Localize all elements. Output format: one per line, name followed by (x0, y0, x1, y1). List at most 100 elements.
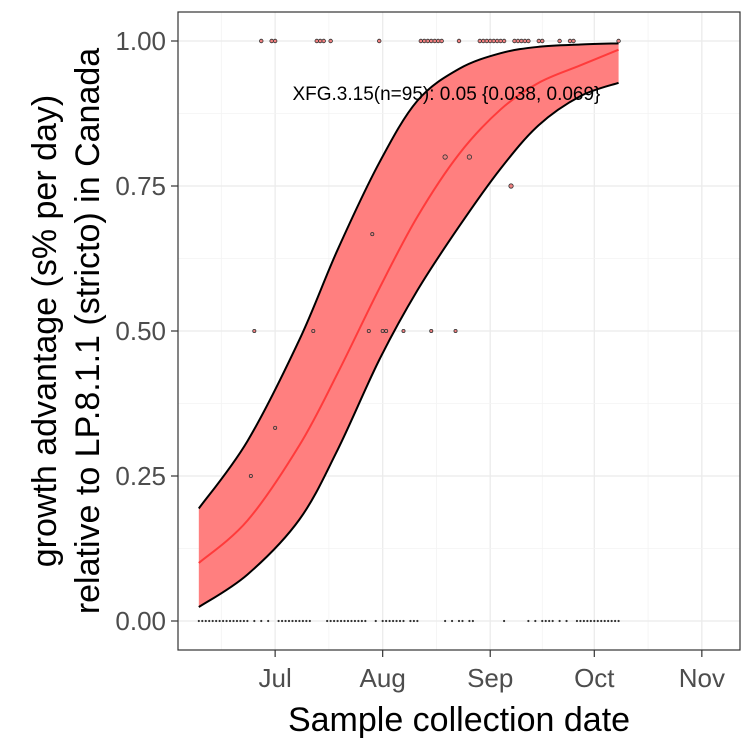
data-point (287, 619, 291, 623)
y-axis: 0.00 0.25 0.50 0.75 1.00 (115, 26, 178, 636)
data-point (544, 619, 547, 623)
data-point (374, 619, 377, 623)
confidence-band (198, 42, 619, 608)
data-point (491, 38, 496, 44)
data-point (519, 38, 524, 44)
data-point (541, 619, 544, 623)
data-point (384, 328, 389, 333)
upper-bound-line (198, 42, 619, 510)
data-point (248, 473, 253, 478)
data-point (466, 154, 473, 160)
data-point (439, 38, 444, 44)
data-point (364, 619, 367, 623)
data-point (260, 619, 263, 623)
data-point (616, 38, 621, 44)
data-point (425, 38, 430, 44)
data-point (422, 38, 427, 44)
fit-line (198, 48, 619, 564)
data-point (370, 232, 375, 237)
data-point (308, 619, 311, 623)
data-point (484, 38, 489, 44)
data-point (501, 38, 507, 44)
y-tick-label: 0.50 (115, 316, 166, 346)
data-point (246, 619, 249, 623)
data-point (273, 425, 278, 430)
data-point (435, 38, 441, 44)
data-point (366, 328, 371, 333)
data-point (328, 38, 333, 44)
data-point (548, 619, 551, 623)
data-point (298, 619, 301, 623)
fit-annotation: XFG.3.15(n=95): 0.05 {0.038, 0.069} (292, 84, 600, 105)
data-point (617, 619, 620, 623)
data-point (329, 619, 332, 623)
data-point (579, 619, 582, 623)
data-point (527, 619, 530, 623)
data-point (259, 38, 264, 44)
x-axis: Jul Aug Sep Oct Nov (259, 650, 725, 693)
x-tick-label: Sep (467, 663, 513, 693)
data-point (380, 328, 385, 333)
data-point (515, 38, 521, 44)
data-point (551, 619, 554, 623)
data-point (360, 619, 363, 623)
data-point (444, 619, 447, 623)
data-point (536, 38, 541, 44)
data-point (333, 619, 336, 623)
data-point (204, 619, 207, 623)
data-point (225, 619, 228, 623)
data-point (429, 328, 434, 333)
data-point (357, 619, 360, 623)
data-point (586, 619, 589, 623)
x-tick-label: Jul (259, 663, 292, 693)
data-point (468, 619, 471, 623)
data-point (512, 38, 517, 44)
data-point (416, 619, 419, 623)
data-point (540, 38, 545, 44)
x-axis-title: Sample collection date (288, 701, 630, 739)
data-point (388, 619, 391, 623)
data-point (461, 619, 464, 623)
data-point (596, 619, 599, 623)
data-point (291, 619, 294, 623)
data-point (565, 619, 568, 623)
data-point (228, 619, 232, 623)
data-point (401, 328, 406, 333)
data-point (593, 619, 596, 623)
data-point (242, 619, 246, 623)
data-point (498, 38, 503, 44)
data-point (494, 38, 500, 44)
data-point (336, 619, 339, 623)
data-point (215, 619, 218, 623)
data-point (534, 619, 537, 623)
data-point (353, 619, 357, 623)
data-point (481, 38, 486, 44)
data-point (339, 619, 343, 623)
data-point (575, 619, 579, 623)
x-tick-label: Aug (360, 663, 406, 693)
data-point (280, 619, 284, 623)
data-point (522, 38, 528, 44)
data-point (409, 619, 412, 623)
data-point (326, 619, 329, 623)
data-point (305, 619, 308, 623)
data-point (471, 619, 474, 623)
data-point (232, 619, 235, 623)
y-tick-label: 0.00 (115, 606, 166, 636)
data-point (589, 619, 592, 623)
data-point (567, 38, 573, 44)
data-point (350, 619, 353, 623)
data-point (211, 619, 214, 623)
data-point (398, 619, 402, 623)
data-point (208, 619, 211, 623)
data-point (614, 619, 617, 623)
data-point (239, 619, 242, 623)
data-point (508, 183, 514, 189)
data-point (294, 619, 298, 623)
data-points (197, 38, 621, 623)
data-point (418, 38, 424, 44)
data-point (197, 619, 200, 623)
data-point (607, 619, 610, 623)
data-point (284, 619, 287, 623)
